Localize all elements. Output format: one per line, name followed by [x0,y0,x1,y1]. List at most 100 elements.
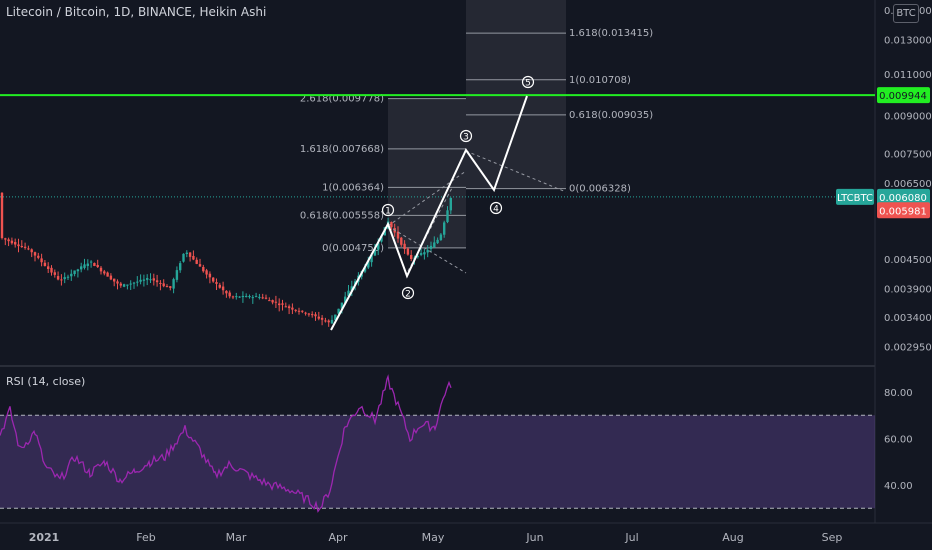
candle-body [23,246,27,248]
candle-body [205,270,208,275]
price-tick-label: 0.009000 [884,112,932,123]
candle-body [443,222,446,235]
candle-body [7,239,10,242]
candle-body [126,284,129,286]
candle-body [175,270,179,280]
candle-body [106,272,109,277]
wave-label-circle [521,75,535,89]
candle-body [113,278,116,282]
candle-body [152,278,155,281]
candle-body [185,252,188,255]
candle-body [433,242,436,248]
candle-group [0,192,452,327]
candle-body [179,263,182,271]
candle-body [344,296,347,303]
candle-body [261,297,264,299]
price-tick-label: 0.003900 [884,285,932,296]
time-axis-label: Feb [136,531,155,544]
candle-body [377,242,380,250]
projection-dashed-line [407,187,453,272]
candle-body [192,255,195,260]
candle-body [195,259,198,264]
symbol-tag-text: LTCBTC [837,193,873,204]
rsi-band [0,415,875,509]
rsi-tick-label: 40.00 [884,481,913,492]
prev-price-text: 0.005981 [879,206,927,217]
candle-body [238,296,241,298]
candle-body [324,320,327,322]
fib-level-label: 2.618(0.009778) [300,94,384,105]
candle-body [4,238,7,240]
candle-body [40,258,43,263]
candle-body [406,248,410,255]
horizontal-line-price-tag [877,87,930,104]
price-tick-label: 0.013000 [884,36,932,47]
candle-body [30,249,33,253]
rsi-tick-label: 60.00 [884,435,913,446]
candle-body [0,192,4,239]
candle-body [37,255,40,258]
price-axis-bg [875,0,932,550]
candle-body [396,231,400,239]
time-axis-label: Jul [624,531,638,544]
elliott-wave-line [330,95,528,331]
candle-body [337,308,340,314]
fib-level-label: 1(0.006364) [322,182,384,193]
candle-body [436,239,439,244]
candle-body [60,279,63,281]
candle-body [271,300,274,303]
candle-body [80,266,83,270]
price-tick-label: 0.007500 [884,149,932,160]
candle-body [129,283,132,285]
candle-body [109,275,113,280]
candle-body [245,296,248,298]
candle-body [188,252,192,257]
candle-body [96,264,99,268]
candle-body [320,317,324,320]
candle-body [334,314,337,321]
candle-body [17,244,20,247]
fib-level-label: 0(0.004750) [322,243,384,254]
candle-body [33,252,37,256]
candle-body [416,256,419,258]
currency-button[interactable]: BTC [893,4,919,23]
projection-dashed-line [465,150,567,193]
candle-body [169,286,172,288]
price-tick-label: 0.006500 [884,179,932,190]
candle-body [231,296,235,298]
candle-body [50,267,53,273]
candle-body [225,290,228,294]
fib-level-label: 1.618(0.007668) [300,144,384,155]
candle-body [264,297,268,299]
candle-body [251,297,254,299]
candle-body [221,286,225,291]
candle-body [73,270,76,275]
candle-body [429,245,433,249]
symbol-tag [836,188,874,205]
candle-body [76,269,80,272]
candle-body [136,281,139,283]
candle-body [258,296,261,298]
candle-body [63,277,66,280]
candle-body [390,222,393,228]
candle-body [208,273,212,278]
candle-body [198,264,202,267]
candle-body [400,237,403,245]
horizontal-line-price-text: 0.009944 [879,91,927,102]
rsi-tick-label: 80.00 [884,388,913,399]
wave-label-circle [381,203,395,217]
candle-body [317,316,320,319]
candle-body [139,279,142,282]
candle-body [419,253,423,255]
wave-label: 5 [525,79,531,89]
candle-body [14,242,17,245]
candle-body [254,296,258,298]
candle-body [218,284,221,288]
time-axis-label: Mar [226,531,247,544]
candle-body [165,286,169,288]
price-tick-label: 0.011000 [884,70,932,81]
wave-label-circle [489,201,503,215]
candle-body [449,197,452,211]
candle-body [294,309,297,311]
